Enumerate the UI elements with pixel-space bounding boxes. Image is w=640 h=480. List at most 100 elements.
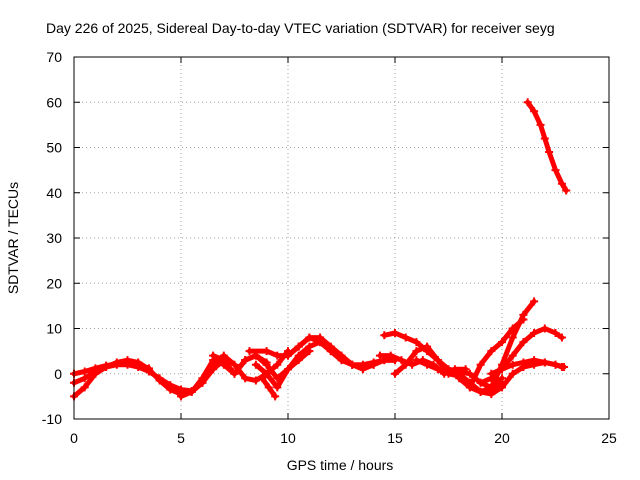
data-point bbox=[91, 367, 100, 376]
data-point bbox=[134, 362, 143, 371]
data-point bbox=[508, 360, 517, 369]
data-point bbox=[177, 385, 185, 394]
y-axis-label: SDTVAR / TECUs bbox=[5, 182, 21, 294]
data-point bbox=[80, 374, 89, 383]
data-point bbox=[348, 360, 357, 369]
x-tick-label: 20 bbox=[494, 430, 510, 446]
data-point bbox=[545, 148, 554, 157]
y-tick-label: 30 bbox=[46, 230, 62, 246]
data-point bbox=[262, 347, 271, 356]
data-point bbox=[487, 383, 496, 392]
series-line-trace-15 bbox=[467, 316, 526, 390]
data-point bbox=[562, 186, 571, 195]
data-point bbox=[423, 342, 432, 351]
data-point bbox=[401, 360, 410, 369]
y-tick-label: 10 bbox=[46, 321, 62, 337]
data-point bbox=[530, 107, 539, 116]
data-point bbox=[508, 351, 517, 360]
x-axis-label: GPS time / hours bbox=[287, 457, 394, 473]
data-point bbox=[423, 360, 432, 369]
data-point bbox=[412, 347, 421, 356]
data-point bbox=[476, 360, 485, 369]
data-point bbox=[508, 333, 517, 342]
data-point bbox=[273, 360, 282, 369]
y-tick-label: 0 bbox=[54, 366, 62, 382]
y-tick-label: 50 bbox=[46, 140, 62, 156]
data-point bbox=[498, 383, 506, 392]
data-point bbox=[376, 351, 385, 360]
data-point bbox=[273, 383, 282, 392]
data-point bbox=[433, 356, 442, 365]
data-point bbox=[461, 365, 470, 374]
data-point bbox=[530, 356, 539, 365]
series-line-trace-19 bbox=[525, 99, 569, 193]
data-point bbox=[358, 360, 367, 369]
data-point bbox=[80, 383, 89, 392]
data-point bbox=[326, 342, 335, 351]
data-point bbox=[386, 351, 395, 360]
data-point bbox=[551, 360, 560, 369]
data-point bbox=[540, 358, 549, 367]
plot-frame bbox=[73, 56, 610, 420]
data-point bbox=[519, 358, 528, 367]
data-point bbox=[198, 378, 207, 387]
data-point bbox=[508, 369, 517, 378]
y-tick-label: 70 bbox=[46, 49, 62, 65]
data-point bbox=[551, 329, 560, 338]
data-point bbox=[540, 324, 549, 333]
y-tick-label: 60 bbox=[46, 94, 62, 110]
data-point bbox=[380, 331, 389, 340]
data-point bbox=[177, 392, 185, 401]
data-point bbox=[187, 387, 196, 396]
data-point bbox=[523, 98, 532, 107]
data-point bbox=[264, 383, 273, 392]
data-point bbox=[102, 362, 111, 371]
data-point bbox=[251, 360, 260, 369]
y-tick-label: -10 bbox=[42, 411, 62, 427]
data-point bbox=[444, 367, 453, 376]
data-point bbox=[465, 369, 474, 378]
data-point bbox=[487, 347, 496, 356]
data-point bbox=[412, 356, 421, 365]
data-point bbox=[112, 360, 121, 369]
data-point bbox=[258, 374, 267, 383]
data-point bbox=[519, 338, 528, 347]
data-point bbox=[391, 329, 399, 338]
x-tick-label: 5 bbox=[177, 430, 185, 446]
data-point bbox=[144, 367, 153, 376]
data-point bbox=[487, 369, 496, 378]
data-point bbox=[230, 360, 239, 369]
data-point bbox=[271, 392, 280, 401]
data-point bbox=[251, 376, 260, 385]
data-point bbox=[557, 333, 566, 342]
data-point bbox=[540, 134, 549, 143]
x-tick-label: 10 bbox=[280, 430, 296, 446]
data-point bbox=[209, 351, 218, 360]
data-point bbox=[476, 387, 485, 396]
data-point bbox=[305, 342, 314, 351]
data-point bbox=[551, 166, 560, 175]
data-point bbox=[316, 333, 325, 342]
data-point bbox=[294, 342, 303, 351]
data-point bbox=[455, 374, 464, 383]
data-point bbox=[519, 310, 528, 319]
data-point bbox=[241, 356, 250, 365]
data-point bbox=[498, 365, 506, 374]
data-point bbox=[391, 369, 399, 378]
data-point bbox=[155, 374, 164, 383]
data-point bbox=[245, 347, 254, 356]
x-tick-label: 25 bbox=[601, 430, 617, 446]
data-point bbox=[433, 365, 442, 374]
data-point bbox=[284, 365, 292, 374]
data-point bbox=[305, 333, 314, 342]
data-point bbox=[209, 360, 218, 369]
data-point bbox=[166, 381, 175, 390]
y-tick-label: 40 bbox=[46, 185, 62, 201]
data-point bbox=[498, 338, 506, 347]
data-point bbox=[369, 358, 378, 367]
data-point bbox=[123, 360, 132, 369]
data-point bbox=[337, 351, 346, 360]
chart-title: Day 226 of 2025, Sidereal Day-to-day VTE… bbox=[46, 20, 555, 36]
data-point bbox=[465, 383, 474, 392]
